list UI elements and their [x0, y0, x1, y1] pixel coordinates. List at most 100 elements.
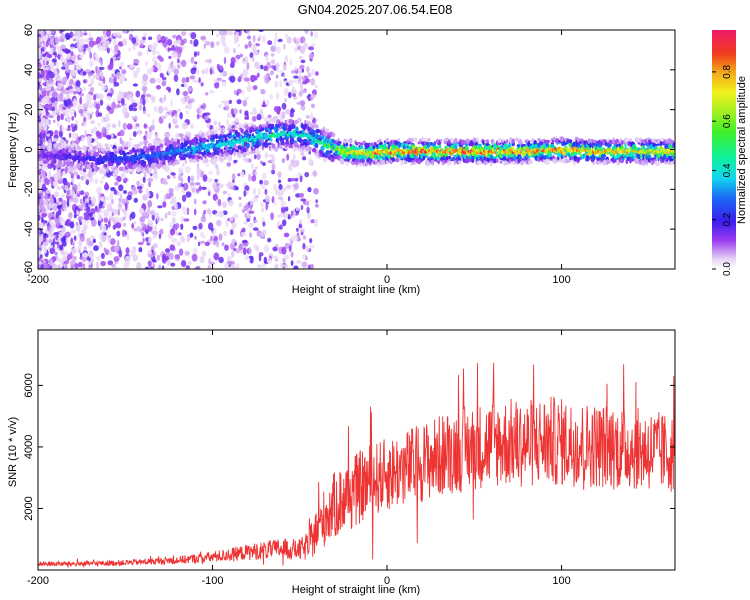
spectrogram-noise-cell [75, 80, 81, 88]
spectrogram-noise-cell [288, 91, 292, 99]
spectrogram-noise-cell [197, 107, 201, 114]
spectrogram-noise-cell [38, 121, 44, 128]
spectrogram-noise-cell [73, 91, 77, 95]
spectrogram-noise-cell [281, 246, 287, 255]
spectrogram-noise-cell [38, 222, 42, 229]
spectrogram-noise-cell [300, 59, 306, 64]
spectrogram-noise-cell [252, 107, 257, 114]
spectrogram-noise-cell [117, 132, 121, 137]
spectrogram-noise-cell [227, 30, 234, 36]
spectrogram-noise-cell [264, 188, 268, 196]
spectrogram-noise-cell [132, 45, 136, 51]
spectrogram-noise-cell [122, 208, 126, 215]
spectrogram-noise-cell [238, 196, 242, 200]
spectrogram-band-cell [458, 160, 461, 165]
spectrogram-noise-cell [183, 81, 188, 89]
spectrogram-band-cell [396, 138, 400, 142]
spectrogram-noise-cell [142, 176, 146, 183]
spectrogram-noise-cell [190, 123, 194, 129]
spectrogram-band-cell [447, 160, 452, 165]
spectrogram-band-cell [290, 123, 296, 129]
spectrogram-noise-cell [222, 42, 227, 47]
spectrogram-noise-cell [157, 67, 162, 72]
spectrogram-noise-cell [38, 54, 42, 60]
spectrogram-noise-cell [271, 156, 276, 164]
spectrogram-noise-cell [245, 30, 250, 33]
spectrogram-noise-cell [47, 54, 53, 59]
spectrogram-noise-cell [238, 244, 244, 251]
spectrogram-noise-cell [66, 128, 71, 132]
spectrogram-band-cell [215, 134, 218, 139]
spectrogram-noise-cell [117, 208, 121, 216]
spectrogram-noise-cell [53, 137, 59, 142]
spectrogram-noise-cell [149, 77, 156, 84]
spectrogram-noise-cell [41, 206, 46, 214]
spectrogram-band-cell [345, 162, 349, 166]
spectrogram-band-cell [93, 145, 97, 150]
spectrogram-band-cell [259, 140, 262, 146]
spectrogram-band-cell [76, 163, 81, 169]
spectrogram-noise-cell [118, 120, 121, 128]
spectrogram-noise-cell [166, 175, 171, 180]
spectrogram-noise-cell [49, 226, 54, 233]
spectrogram-band-cell [453, 154, 456, 158]
spectrogram-noise-cell [69, 189, 76, 197]
spectrogram-noise-cell [42, 139, 46, 143]
spectrogram-noise-cell [243, 77, 250, 82]
spectrogram-noise-cell [88, 241, 94, 247]
spectrogram-noise-cell [228, 99, 232, 104]
spectrogram-noise-cell [143, 123, 147, 129]
spectrogram-noise-cell [265, 54, 269, 62]
spectrogram-noise-cell [310, 93, 316, 99]
spectrogram-noise-cell [98, 240, 103, 249]
spectrogram-band-cell [423, 137, 428, 142]
spectrogram-noise-cell [90, 235, 95, 239]
spectrogram-noise-cell [243, 220, 248, 225]
spectrogram-noise-cell [103, 217, 108, 224]
spectrogram-noise-cell [293, 75, 299, 79]
spectrogram-noise-cell [299, 64, 305, 70]
spectrogram-band-cell [496, 158, 499, 163]
spectrogram-noise-cell [308, 158, 313, 166]
spectrogram-noise-cell [132, 131, 137, 137]
spectrogram-noise-cell [284, 98, 288, 103]
spectrogram-noise-cell [147, 131, 153, 137]
spectrogram-noise-cell [123, 190, 127, 194]
spectrogram-noise-cell [240, 171, 245, 178]
spectrogram-noise-cell [206, 208, 212, 215]
spectrogram-band-cell [451, 157, 456, 161]
spectrogram-noise-cell [101, 85, 107, 91]
spectrogram-noise-cell [189, 181, 195, 186]
spectrogram-noise-cell [177, 46, 183, 54]
spectrogram-noise-cell [238, 203, 243, 208]
spectrogram-noise-cell [113, 75, 117, 84]
spectrogram-noise-cell [174, 223, 180, 229]
spectrogram-noise-cell [47, 133, 50, 137]
spectrogram-noise-cell [224, 262, 229, 269]
spectrogram-noise-cell [123, 30, 128, 34]
spectrogram-noise-cell [110, 47, 113, 51]
spectrogram-noise-cell [114, 44, 119, 53]
spectrogram-noise-cell [271, 169, 276, 175]
spectrogram-noise-cell [88, 212, 93, 218]
spectrogram-band-cell [211, 128, 214, 132]
spectrogram-noise-cell [312, 170, 318, 177]
spectrogram-noise-cell [38, 49, 41, 54]
spectrogram-noise-cell [166, 260, 172, 266]
spectrogram-noise-cell [288, 245, 292, 252]
spectrogram-band-cell [518, 140, 523, 145]
spectrogram-noise-cell [216, 33, 220, 38]
spectrogram-noise-cell [196, 188, 200, 193]
spectrogram-noise-cell [303, 42, 309, 49]
spectrogram-noise-cell [45, 86, 50, 92]
spectrogram-band-cell [398, 142, 401, 149]
spectrogram-noise-cell [152, 231, 158, 239]
spectrogram-band-cell [96, 166, 100, 170]
spectrogram-noise-cell [260, 207, 265, 213]
spectrogram-noise-cell [49, 130, 53, 137]
spectrogram-noise-cell [274, 80, 278, 88]
spectrogram-noise-cell [41, 216, 44, 224]
spectrogram-noise-cell [282, 73, 286, 78]
spectrogram-noise-cell [76, 211, 81, 216]
